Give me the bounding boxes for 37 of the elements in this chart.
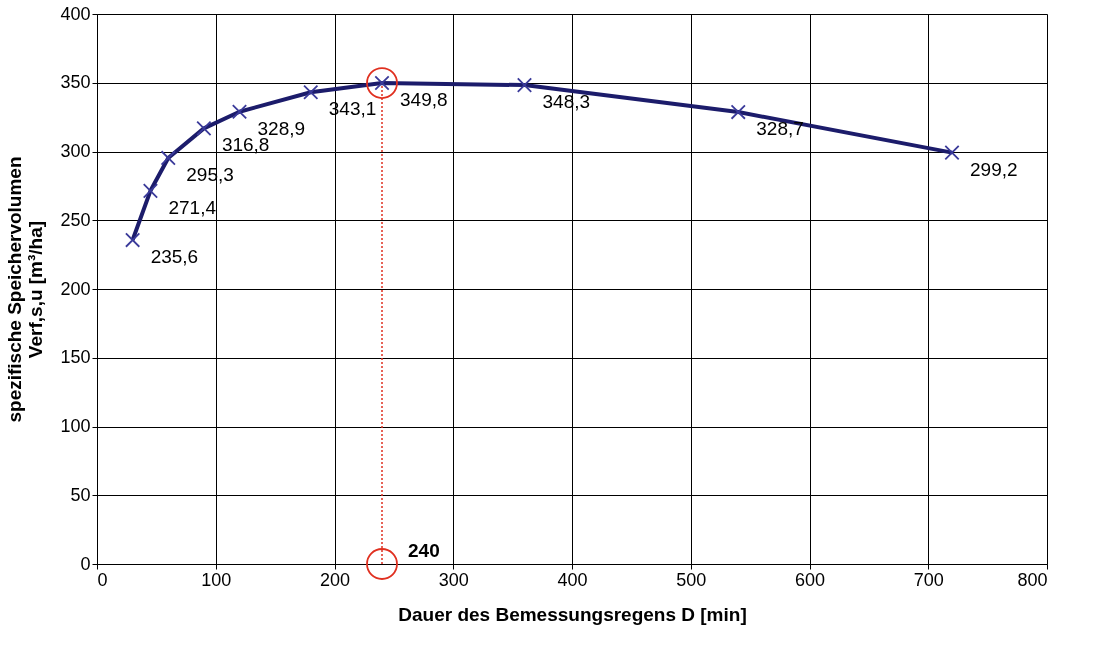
x-tick-label: 700	[913, 569, 944, 590]
x-tick-label: 400	[557, 569, 588, 590]
y-tick-label: 100	[60, 416, 91, 436]
y-tick-label: 350	[60, 72, 91, 93]
x-tick-label: 600	[794, 569, 826, 590]
y-tick-label: 300	[60, 141, 91, 161]
data-label: 271,4	[168, 196, 217, 218]
point	[196, 120, 212, 137]
data-label: 299,2	[970, 158, 1018, 180]
point	[160, 150, 176, 166]
x-tick-label: 100	[201, 569, 232, 590]
point	[944, 144, 960, 161]
data-label: 235,6	[150, 246, 199, 268]
x-tick-label: 800	[1017, 569, 1048, 590]
point	[142, 183, 159, 199]
x-tick-label: 0	[97, 569, 108, 590]
x-tick-label: 300	[438, 569, 469, 590]
x-tick-label: 200	[319, 569, 351, 590]
ref-line-label: 240	[408, 540, 440, 561]
data-label: 328,7	[756, 118, 804, 140]
point	[125, 232, 141, 248]
point	[366, 548, 398, 580]
point	[516, 77, 533, 93]
point	[231, 104, 248, 120]
y-tick-label: 400	[60, 3, 91, 24]
point	[366, 67, 398, 99]
y-axis-title: spezifische Speichervolumen Verf,s,u [m³/ha]	[4, 156, 47, 423]
point	[730, 104, 746, 120]
point	[303, 84, 319, 100]
x-tick-label: 500	[676, 569, 707, 590]
data-label: 349,8	[400, 89, 448, 111]
x-axis-title: Dauer des Bemessungsregens D [min]	[398, 603, 747, 625]
y-tick-label: 200	[60, 278, 91, 299]
y-tick-label: 50	[70, 484, 91, 505]
y-tick-label: 0	[80, 553, 91, 574]
y-tick-label: 250	[60, 209, 91, 230]
y-tick-label: 150	[60, 347, 91, 368]
